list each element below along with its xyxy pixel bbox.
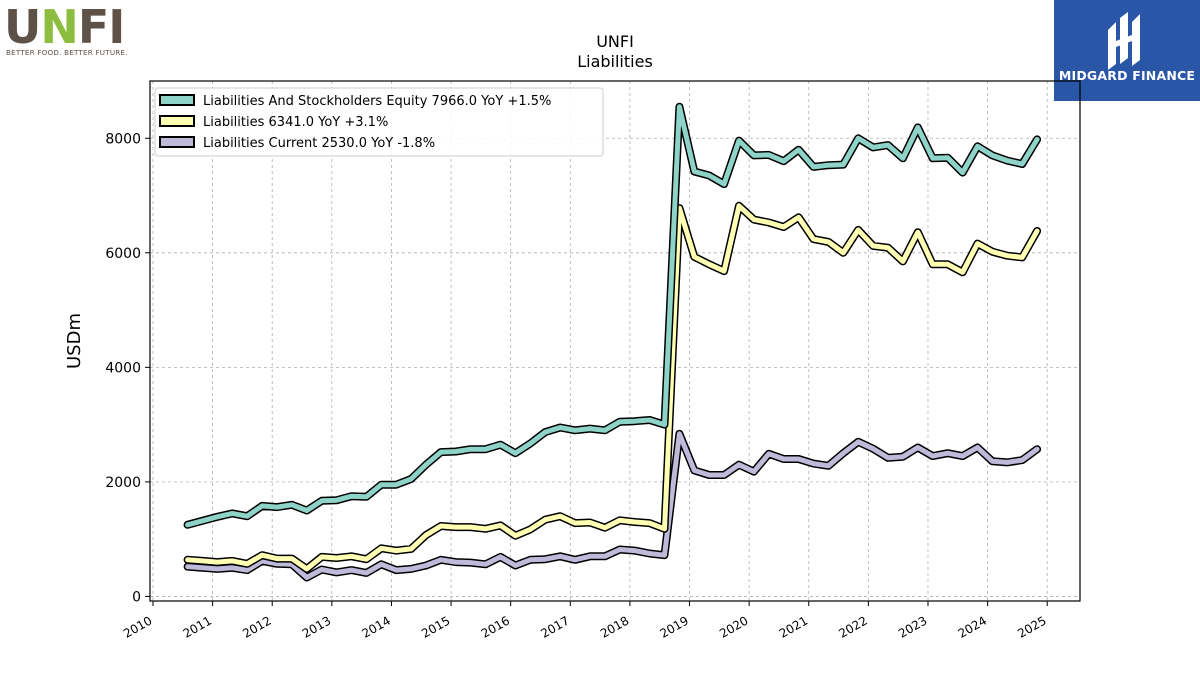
plot-frame: [149, 80, 1081, 602]
y-axis: 0 2000 4000 6000 8000: [105, 131, 150, 605]
y-tick-label: 2000: [105, 475, 141, 491]
y-tick-label: 0: [132, 589, 141, 605]
unfi-logo: UNFI BETTER FOOD. BETTER FUTURE.: [0, 0, 130, 70]
series-line: [185, 203, 1040, 572]
x-axis: 2010 2011 2012 2013 2014 2015 2016 2017 2018 2019…: [121, 601, 1049, 641]
legend-label: Liabilities And Stockholders Equity 7966…: [203, 94, 551, 109]
x-tick-label: 2020: [717, 613, 750, 640]
y-tick-label: 6000: [105, 246, 141, 262]
x-tick-label: 2022: [836, 613, 869, 640]
legend-box: [154, 87, 604, 157]
x-tick-label: 2023: [896, 613, 929, 640]
legend-label: Liabilities 6341.0 YoY +3.1%: [203, 115, 388, 130]
x-tick-label: 2024: [956, 613, 989, 640]
series-line: [185, 104, 1040, 528]
x-tick-label: 2016: [479, 613, 512, 640]
x-tick-label: 2019: [658, 613, 691, 640]
midgard-finance-logo: MIDGARD FINANCE: [1054, 0, 1200, 101]
y-axis-label: USDm: [64, 313, 85, 369]
x-tick-label: 2025: [1015, 613, 1048, 640]
x-tick-label: 2011: [181, 613, 214, 640]
x-tick-label: 2018: [598, 613, 631, 640]
series-outline: [183, 102, 1042, 529]
y-tick-label: 8000: [105, 131, 141, 147]
x-tick-label: 2021: [777, 613, 810, 640]
chart-legend: Liabilities And Stockholders Equity 7966…: [154, 87, 604, 157]
unfi-logo-mark: UNFI: [4, 0, 125, 54]
unfi-logo-tagline: BETTER FOOD. BETTER FUTURE.: [6, 48, 128, 57]
chart-subtitle: Liabilities: [577, 52, 653, 71]
chart-series: [183, 102, 1042, 582]
x-tick-label: 2013: [300, 613, 333, 640]
legend-swatch: [159, 115, 195, 127]
legend-swatch: [159, 136, 195, 148]
x-tick-label: 2015: [419, 613, 452, 640]
midgard-emblem-icon: [1108, 12, 1140, 70]
x-tick-label: 2010: [121, 613, 154, 640]
x-tick-label: 2012: [240, 613, 273, 640]
x-tick-label: 2014: [359, 613, 392, 640]
legend-swatch: [159, 94, 195, 106]
chart-title: UNFI: [596, 32, 634, 51]
x-tick-label: 2017: [538, 613, 571, 640]
series-outline: [183, 201, 1042, 573]
legend-label: Liabilities Current 2530.0 YoY -1.8%: [203, 136, 435, 151]
y-tick-label: 4000: [105, 360, 141, 376]
series-line: [185, 431, 1040, 580]
midgard-finance-name: MIDGARD FINANCE: [1058, 68, 1196, 83]
